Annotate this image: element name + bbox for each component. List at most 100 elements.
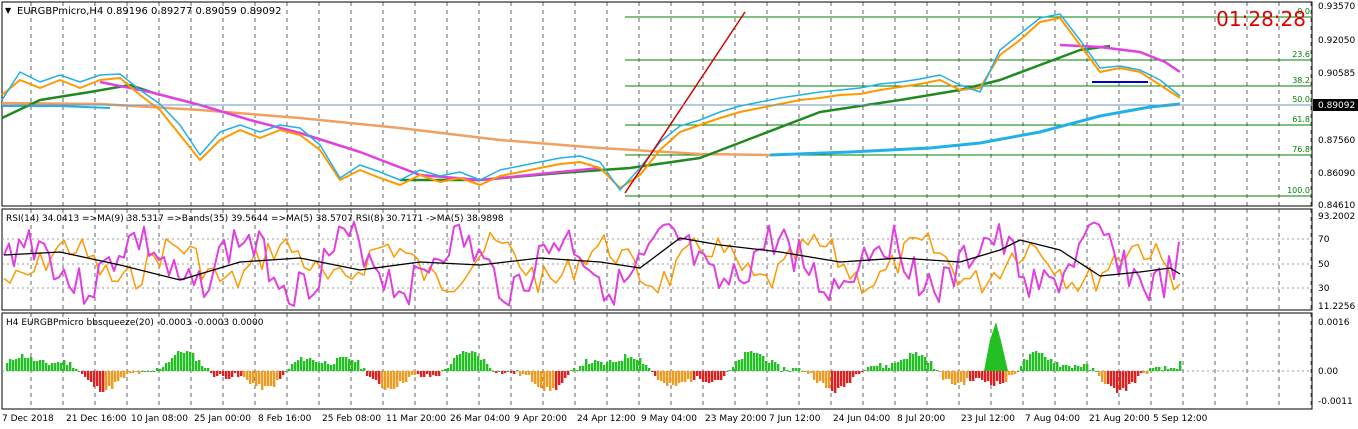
histogram-bar [99,371,102,392]
time-label: 24 Apr 12:00 [577,414,636,424]
histogram-bar [933,369,936,371]
histogram-bar [123,371,126,378]
histogram-bar [135,371,138,372]
fib-level-label: 0.0 [1297,7,1310,16]
histogram-bar [159,369,162,371]
histogram-bar [1170,368,1173,371]
rsi-tick: 70 [1318,235,1330,245]
histogram-bar [303,361,306,371]
time-label: 23 Jul 12:00 [961,414,1015,424]
time-label: 21 Aug 20:00 [1089,414,1150,424]
histogram-bar [765,361,768,371]
time-label: 25 Jan 00:00 [194,414,251,424]
histogram-bar [1053,363,1056,371]
histogram-bar [585,359,588,371]
histogram-bar [951,371,954,384]
histogram-bar [1164,366,1167,371]
histogram-bar [753,353,756,371]
histogram-bar [855,371,858,374]
histogram-bar [390,371,393,389]
rsi-signal-line[interactable] [3,237,1181,281]
histogram-bar [783,367,786,371]
trendline-red[interactable] [624,11,746,194]
price-line[interactable] [1,13,1181,191]
histogram-bar [912,354,915,371]
histogram-bar [189,352,192,371]
ma-magenta-line[interactable] [99,80,601,182]
histogram-bar [1092,368,1095,371]
histogram-bar [1101,371,1104,382]
histogram-bar [975,371,978,378]
price-ma-fast-line[interactable] [1,17,1181,189]
histogram-bar [1119,371,1122,390]
main-price-pane[interactable] [1,1,1313,207]
histogram-bar [504,371,507,373]
histogram-bar [993,371,996,386]
histogram-bar [627,358,630,371]
histogram-bar [642,364,645,371]
histogram-bar [897,362,900,371]
histogram-bar [240,371,243,376]
rsi-pane[interactable] [1,208,1313,311]
histogram-bar [531,371,534,382]
histogram-bar [510,371,513,373]
histogram-bar [723,371,726,376]
histogram-bar [600,362,603,371]
histogram-bar [537,371,540,387]
ma-magenta-late[interactable] [1059,43,1181,74]
histogram-bar [1152,368,1155,371]
histogram-bar [453,358,456,371]
ma-tan-line[interactable] [1,101,771,157]
histogram-bar [798,368,801,371]
histogram-bar [588,364,591,371]
histogram-bar [357,360,360,371]
histogram-bar [573,368,576,371]
histogram-bar [618,361,621,371]
histogram-bar [348,359,351,371]
histogram-bar [495,371,498,373]
time-label: 7 Aug 04:00 [1025,414,1080,424]
histogram-bar [183,353,186,371]
rsi-line[interactable] [3,220,1180,307]
histogram-bar [768,363,771,371]
histogram-bar [351,360,354,371]
histogram-bar [546,371,549,387]
histogram-bar [156,368,159,371]
histogram-bar [57,362,60,371]
squeeze-header: H4 EURGBPmicro bbsqueeze(20) -0.0003 -0.… [6,318,264,328]
window-collapse-icon[interactable]: ▼ [5,6,12,15]
time-label: 9 May 04:00 [641,414,697,424]
time-label: 26 Mar 04:00 [450,414,510,424]
histogram-bar [1023,359,1026,371]
squeeze-tick: 0.00 [1318,367,1338,377]
ma-cyan-line[interactable] [769,102,1181,157]
rsi-ma-line[interactable] [3,231,1181,295]
histogram-bar [87,371,90,380]
histogram-bar [633,359,636,371]
ma-cyan-start[interactable] [2,105,111,109]
histogram-bar [465,352,468,371]
histogram-bar [51,363,54,371]
histogram-bar [903,359,906,371]
histogram-bar [972,371,975,381]
ma-green-early[interactable] [1,83,161,120]
histogram-bar [702,371,705,382]
histogram-bar [876,366,879,371]
histogram-bar [717,371,720,380]
histogram-bar [459,354,462,371]
histogram-bar [963,371,966,385]
histogram-bar [426,371,429,374]
histogram-bar [579,366,582,371]
histogram-bar [930,361,933,371]
histogram-bar [750,351,753,371]
histogram-bar [906,359,909,371]
histogram-bar [1134,371,1137,383]
histogram-bar [969,371,972,381]
squeeze-pane[interactable] [1,312,1313,410]
histogram-bar [198,360,201,371]
histogram-bar [873,366,876,371]
histogram-bar [999,371,1002,384]
histogram-bar [825,371,828,388]
histogram-bar [756,353,759,371]
